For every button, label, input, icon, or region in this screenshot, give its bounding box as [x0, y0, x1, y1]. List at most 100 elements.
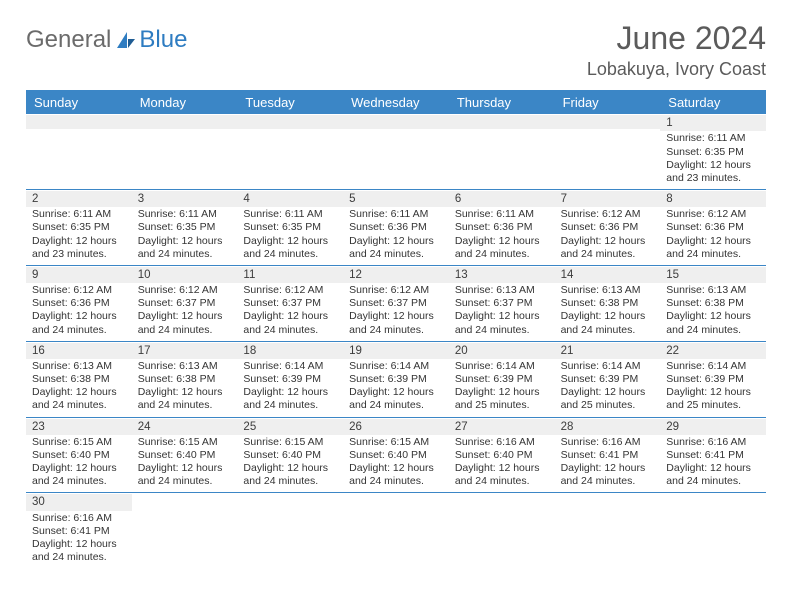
location: Lobakuya, Ivory Coast: [587, 59, 766, 80]
calendar-week: 9Sunrise: 6:12 AMSunset: 6:36 PMDaylight…: [26, 266, 766, 342]
sunset-text: Sunset: 6:36 PM: [32, 297, 128, 310]
daylight-text: Daylight: 12 hours and 25 minutes.: [455, 386, 551, 412]
logo-text-general: General: [26, 26, 111, 54]
day-number: 23: [26, 419, 132, 435]
daylight-text: Daylight: 12 hours and 24 minutes.: [32, 310, 128, 336]
sunset-text: Sunset: 6:38 PM: [561, 297, 657, 310]
sunrise-text: Sunrise: 6:16 AM: [32, 512, 128, 525]
day-number: 17: [132, 343, 238, 359]
day-number: 7: [555, 191, 661, 207]
daylight-text: Daylight: 12 hours and 24 minutes.: [349, 310, 445, 336]
calendar-week: 16Sunrise: 6:13 AMSunset: 6:38 PMDayligh…: [26, 342, 766, 418]
day-number: 29: [660, 419, 766, 435]
sunset-text: Sunset: 6:40 PM: [455, 449, 551, 462]
daylight-text: Daylight: 12 hours and 23 minutes.: [666, 159, 762, 185]
calendar-week: 30Sunrise: 6:16 AMSunset: 6:41 PMDayligh…: [26, 493, 766, 568]
calendar-day-cell: 14Sunrise: 6:13 AMSunset: 6:38 PMDayligh…: [555, 266, 661, 341]
day-number: 14: [555, 267, 661, 283]
daylight-text: Daylight: 12 hours and 24 minutes.: [138, 386, 234, 412]
day-number: 25: [237, 419, 343, 435]
sunrise-text: Sunrise: 6:15 AM: [32, 436, 128, 449]
sunrise-text: Sunrise: 6:12 AM: [138, 284, 234, 297]
calendar-empty-cell: [132, 114, 238, 189]
daylight-text: Daylight: 12 hours and 23 minutes.: [32, 235, 128, 261]
logo: General Blue: [26, 20, 187, 54]
sunrise-text: Sunrise: 6:14 AM: [243, 360, 339, 373]
day-number: 9: [26, 267, 132, 283]
day-number: 18: [237, 343, 343, 359]
calendar-day-cell: 17Sunrise: 6:13 AMSunset: 6:38 PMDayligh…: [132, 342, 238, 417]
sunset-text: Sunset: 6:40 PM: [32, 449, 128, 462]
sunrise-text: Sunrise: 6:14 AM: [349, 360, 445, 373]
day-header-cell: Monday: [132, 90, 238, 114]
sunset-text: Sunset: 6:35 PM: [138, 221, 234, 234]
calendar-day-cell: 28Sunrise: 6:16 AMSunset: 6:41 PMDayligh…: [555, 418, 661, 493]
sunset-text: Sunset: 6:40 PM: [138, 449, 234, 462]
calendar-day-cell: 2Sunrise: 6:11 AMSunset: 6:35 PMDaylight…: [26, 190, 132, 265]
sunset-text: Sunset: 6:36 PM: [561, 221, 657, 234]
calendar-empty-cell: [449, 493, 555, 568]
calendar-day-cell: 8Sunrise: 6:12 AMSunset: 6:36 PMDaylight…: [660, 190, 766, 265]
calendar-day-cell: 5Sunrise: 6:11 AMSunset: 6:36 PMDaylight…: [343, 190, 449, 265]
day-number: 6: [449, 191, 555, 207]
daylight-text: Daylight: 12 hours and 24 minutes.: [561, 235, 657, 261]
header: General Blue June 2024 Lobakuya, Ivory C…: [26, 20, 766, 80]
day-number: 8: [660, 191, 766, 207]
day-number: 24: [132, 419, 238, 435]
sunset-text: Sunset: 6:35 PM: [666, 146, 762, 159]
day-number: 2: [26, 191, 132, 207]
calendar-week: 1Sunrise: 6:11 AMSunset: 6:35 PMDaylight…: [26, 114, 766, 190]
calendar-day-cell: 3Sunrise: 6:11 AMSunset: 6:35 PMDaylight…: [132, 190, 238, 265]
sunrise-text: Sunrise: 6:12 AM: [666, 208, 762, 221]
sunset-text: Sunset: 6:36 PM: [666, 221, 762, 234]
daylight-text: Daylight: 12 hours and 24 minutes.: [138, 462, 234, 488]
sunset-text: Sunset: 6:37 PM: [243, 297, 339, 310]
sunrise-text: Sunrise: 6:15 AM: [243, 436, 339, 449]
day-number: 20: [449, 343, 555, 359]
sunset-text: Sunset: 6:36 PM: [455, 221, 551, 234]
day-number: 11: [237, 267, 343, 283]
sunrise-text: Sunrise: 6:16 AM: [455, 436, 551, 449]
day-number: 27: [449, 419, 555, 435]
sunset-text: Sunset: 6:35 PM: [32, 221, 128, 234]
sunset-text: Sunset: 6:39 PM: [561, 373, 657, 386]
calendar-empty-cell: [343, 493, 449, 568]
daylight-text: Daylight: 12 hours and 24 minutes.: [666, 235, 762, 261]
calendar-week: 23Sunrise: 6:15 AMSunset: 6:40 PMDayligh…: [26, 418, 766, 494]
day-number: 1: [660, 115, 766, 131]
empty-daynum-strip: [343, 115, 449, 129]
calendar-empty-cell: [26, 114, 132, 189]
daylight-text: Daylight: 12 hours and 24 minutes.: [32, 386, 128, 412]
daylight-text: Daylight: 12 hours and 25 minutes.: [666, 386, 762, 412]
day-number: 21: [555, 343, 661, 359]
day-number: 16: [26, 343, 132, 359]
calendar-day-cell: 22Sunrise: 6:14 AMSunset: 6:39 PMDayligh…: [660, 342, 766, 417]
daylight-text: Daylight: 12 hours and 25 minutes.: [561, 386, 657, 412]
sunrise-text: Sunrise: 6:16 AM: [666, 436, 762, 449]
calendar-day-cell: 27Sunrise: 6:16 AMSunset: 6:40 PMDayligh…: [449, 418, 555, 493]
calendar-empty-cell: [237, 114, 343, 189]
daylight-text: Daylight: 12 hours and 24 minutes.: [32, 538, 128, 564]
day-number: 28: [555, 419, 661, 435]
day-header-row: SundayMondayTuesdayWednesdayThursdayFrid…: [26, 90, 766, 114]
sunrise-text: Sunrise: 6:13 AM: [455, 284, 551, 297]
calendar-empty-cell: [343, 114, 449, 189]
sunrise-text: Sunrise: 6:16 AM: [561, 436, 657, 449]
day-number: 15: [660, 267, 766, 283]
empty-daynum-strip: [449, 115, 555, 129]
sunset-text: Sunset: 6:37 PM: [455, 297, 551, 310]
sunrise-text: Sunrise: 6:14 AM: [666, 360, 762, 373]
daylight-text: Daylight: 12 hours and 24 minutes.: [349, 462, 445, 488]
day-header-cell: Thursday: [449, 90, 555, 114]
sunrise-text: Sunrise: 6:13 AM: [138, 360, 234, 373]
calendar-empty-cell: [555, 493, 661, 568]
calendar-empty-cell: [555, 114, 661, 189]
sunset-text: Sunset: 6:35 PM: [243, 221, 339, 234]
day-number: 13: [449, 267, 555, 283]
calendar-day-cell: 20Sunrise: 6:14 AMSunset: 6:39 PMDayligh…: [449, 342, 555, 417]
sunrise-text: Sunrise: 6:11 AM: [243, 208, 339, 221]
sunset-text: Sunset: 6:36 PM: [349, 221, 445, 234]
day-header-cell: Wednesday: [343, 90, 449, 114]
daylight-text: Daylight: 12 hours and 24 minutes.: [32, 462, 128, 488]
sunset-text: Sunset: 6:39 PM: [666, 373, 762, 386]
